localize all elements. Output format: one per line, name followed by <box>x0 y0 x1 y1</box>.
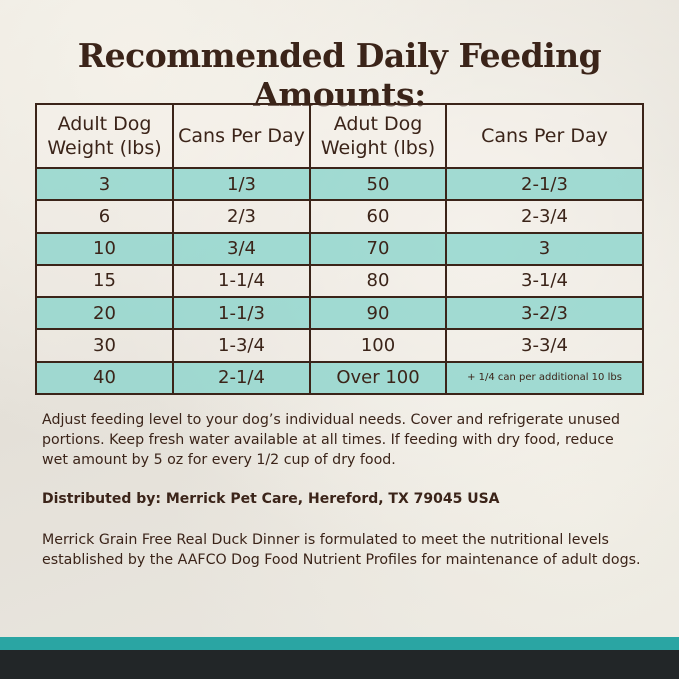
weight-cell: 50 <box>309 166 447 202</box>
table-row: 3 1/3 50 2-1/3 <box>35 166 644 202</box>
header-adult-dog-weight-2: Adut Dog Weight (lbs) <box>309 103 447 169</box>
header-adult-dog-weight: Adult Dog Weight (lbs) <box>35 103 174 169</box>
weight-cell: 15 <box>35 263 174 299</box>
cans-cell: 3/4 <box>172 231 311 266</box>
weight-cell: 80 <box>309 263 447 299</box>
aafco-statement: Merrick Grain Free Real Duck Dinner is f… <box>42 532 641 568</box>
cans-cell-note: + 1/4 can per additional 10 lbs <box>445 360 644 396</box>
cans-cell: 2-3/4 <box>445 199 644 234</box>
weight-cell: 3 <box>35 166 174 202</box>
cans-cell: 1-1/4 <box>172 263 311 299</box>
cans-cell: 3-1/4 <box>445 263 644 299</box>
weight-cell: 60 <box>309 199 447 234</box>
cans-cell: 3-2/3 <box>445 296 644 331</box>
header-cans-per-day: Cans Per Day <box>172 103 311 169</box>
weight-cell: 90 <box>309 296 447 331</box>
feeding-instructions: Adjust feeding level to your dog’s indiv… <box>42 412 620 468</box>
weight-cell: 10 <box>35 231 174 266</box>
cans-cell: 1-1/3 <box>172 296 311 331</box>
table-row: 10 3/4 70 3 <box>35 231 644 266</box>
table-row: 20 1-1/3 90 3-2/3 <box>35 296 644 331</box>
weight-cell: 6 <box>35 199 174 234</box>
feeding-table: Adult Dog Weight (lbs) Cans Per Day Adut… <box>35 103 644 396</box>
table-row: 15 1-1/4 80 3-1/4 <box>35 263 644 299</box>
cans-cell: 2-1/4 <box>172 360 311 396</box>
weight-cell: 30 <box>35 328 174 363</box>
table-row: 6 2/3 60 2-3/4 <box>35 199 644 234</box>
cans-cell: 1-3/4 <box>172 328 311 363</box>
header-cans-per-day-2: Cans Per Day <box>445 103 644 169</box>
cans-cell: 1/3 <box>172 166 311 202</box>
dark-footer-stripe <box>0 650 679 679</box>
cans-cell: 2/3 <box>172 199 311 234</box>
weight-cell: 20 <box>35 296 174 331</box>
table-header-row: Adult Dog Weight (lbs) Cans Per Day Adut… <box>35 103 644 169</box>
weight-cell: 70 <box>309 231 447 266</box>
teal-footer-stripe <box>0 637 679 650</box>
page-title: Recommended Daily Feeding Amounts: <box>77 36 602 114</box>
cans-cell: 3-3/4 <box>445 328 644 363</box>
cans-cell: 3 <box>445 231 644 266</box>
distributor-info: Distributed by: Merrick Pet Care, Herefo… <box>42 491 500 507</box>
table-row: 40 2-1/4 Over 100 + 1/4 can per addition… <box>35 360 644 396</box>
weight-cell: Over 100 <box>309 360 447 396</box>
cans-cell: 2-1/3 <box>445 166 644 202</box>
weight-cell: 100 <box>309 328 447 363</box>
table-row: 30 1-3/4 100 3-3/4 <box>35 328 644 363</box>
weight-cell: 40 <box>35 360 174 396</box>
